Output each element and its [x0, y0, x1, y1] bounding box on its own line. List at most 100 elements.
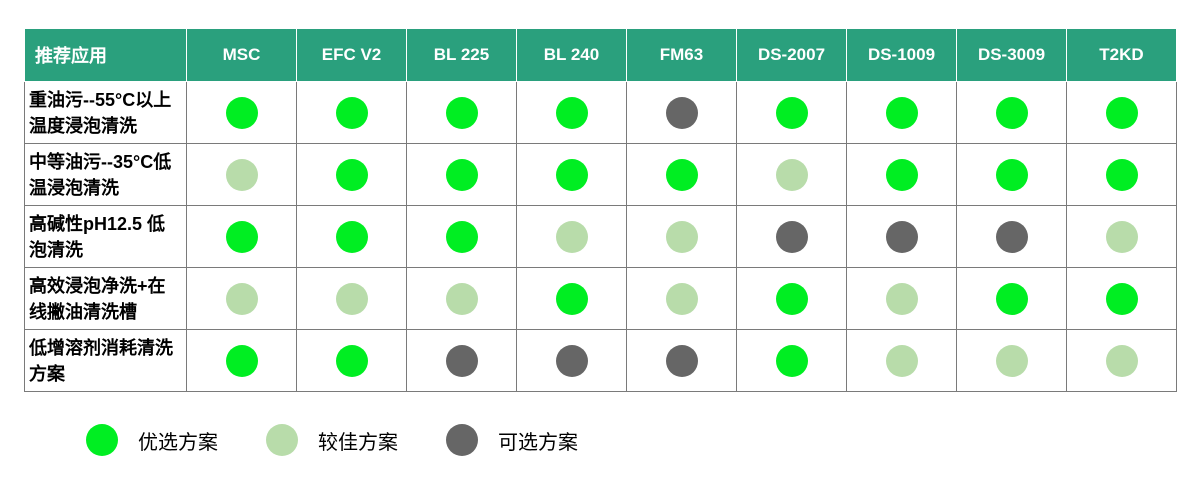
rating-cell	[296, 143, 407, 206]
rating-dot-preferred	[1105, 282, 1138, 315]
rating-cell	[956, 267, 1067, 330]
rating-cell	[1066, 143, 1177, 206]
rating-dot-preferred	[775, 344, 808, 377]
rating-cell	[186, 205, 297, 268]
rating-dot-optional	[445, 344, 478, 377]
rating-cell	[846, 143, 957, 206]
legend-label: 较佳方案	[318, 431, 398, 454]
legend: 优选方案 较佳方案 可选方案	[86, 424, 626, 456]
rating-cell	[1066, 205, 1177, 268]
rating-cell	[406, 143, 517, 206]
table-row: 高碱性pH12.5 低泡清洗	[24, 205, 1177, 268]
rating-dot-better	[775, 158, 808, 191]
rating-cell	[956, 205, 1067, 268]
rating-cell	[516, 143, 627, 206]
table-row: 中等油污--35°C低温浸泡清洗	[24, 143, 1177, 206]
rating-cell	[736, 205, 847, 268]
rating-cell	[626, 143, 737, 206]
legend-dot-better	[266, 424, 298, 456]
row-label: 重油污--55°C以上温度浸泡清洗	[24, 81, 187, 144]
rating-dot-better	[335, 282, 368, 315]
rating-cell	[1066, 329, 1177, 392]
rating-cell	[516, 205, 627, 268]
rating-dot-optional	[555, 344, 588, 377]
rating-dot-better	[225, 282, 258, 315]
table-row: 低增溶剂消耗清洗方案	[24, 329, 1177, 392]
rating-dot-preferred	[995, 158, 1028, 191]
rating-cell	[296, 329, 407, 392]
rating-dot-better	[1105, 344, 1138, 377]
rating-cell	[186, 329, 297, 392]
rating-cell	[516, 329, 627, 392]
table-row: 重油污--55°C以上温度浸泡清洗	[24, 81, 1177, 144]
rating-dot-preferred	[1105, 158, 1138, 191]
rating-cell	[956, 81, 1067, 144]
rating-dot-preferred	[445, 220, 478, 253]
rating-dot-better	[995, 344, 1028, 377]
rating-cell	[626, 267, 737, 330]
rating-dot-optional	[775, 220, 808, 253]
rating-cell	[1066, 267, 1177, 330]
rating-cell	[846, 267, 957, 330]
rating-dot-better	[555, 220, 588, 253]
rating-dot-preferred	[555, 282, 588, 315]
column-header: MSC	[186, 28, 297, 82]
rating-cell	[736, 267, 847, 330]
rating-cell	[626, 205, 737, 268]
rating-cell	[846, 329, 957, 392]
rating-cell	[296, 81, 407, 144]
rating-dot-preferred	[335, 344, 368, 377]
header-title: 推荐应用	[24, 28, 187, 82]
legend-label: 优选方案	[138, 431, 218, 454]
rating-dot-preferred	[445, 158, 478, 191]
column-header: BL 225	[406, 28, 517, 82]
legend-dot-optional	[446, 424, 478, 456]
rating-cell	[956, 329, 1067, 392]
rating-cell	[296, 267, 407, 330]
column-header: DS-3009	[956, 28, 1067, 82]
rating-dot-preferred	[1105, 96, 1138, 129]
rating-cell	[186, 143, 297, 206]
rating-dot-optional	[665, 344, 698, 377]
legend-item-preferred: 优选方案	[86, 424, 218, 456]
rating-dot-preferred	[885, 158, 918, 191]
rating-dot-preferred	[445, 96, 478, 129]
rating-cell	[406, 205, 517, 268]
rating-cell	[846, 205, 957, 268]
rating-cell	[296, 205, 407, 268]
rating-dot-better	[885, 282, 918, 315]
rating-dot-better	[1105, 220, 1138, 253]
rating-cell	[956, 143, 1067, 206]
column-header: EFC V2	[296, 28, 407, 82]
rating-dot-better	[665, 220, 698, 253]
rating-cell	[736, 81, 847, 144]
rating-cell	[1066, 81, 1177, 144]
row-label: 高碱性pH12.5 低泡清洗	[24, 205, 187, 268]
rating-cell	[186, 81, 297, 144]
rating-cell	[406, 267, 517, 330]
rating-cell	[626, 81, 737, 144]
row-label: 低增溶剂消耗清洗方案	[24, 329, 187, 392]
column-header: T2KD	[1066, 28, 1177, 82]
rating-dot-preferred	[225, 220, 258, 253]
rating-dot-better	[225, 158, 258, 191]
rating-dot-preferred	[225, 96, 258, 129]
rating-dot-better	[885, 344, 918, 377]
rating-dot-preferred	[995, 96, 1028, 129]
header-row: 推荐应用 MSC EFC V2 BL 225 BL 240 FM63 DS-2007 DS-…	[24, 28, 1177, 82]
column-header: DS-2007	[736, 28, 847, 82]
legend-item-better: 较佳方案	[266, 424, 398, 456]
rating-cell	[736, 143, 847, 206]
rating-dot-preferred	[335, 158, 368, 191]
rating-cell	[186, 267, 297, 330]
rating-cell	[406, 329, 517, 392]
recommendation-table: 推荐应用 MSC EFC V2 BL 225 BL 240 FM63 DS-2007 DS-…	[24, 28, 1177, 392]
row-label: 中等油污--35°C低温浸泡清洗	[24, 143, 187, 206]
rating-dot-optional	[995, 220, 1028, 253]
row-label: 高效浸泡净洗+在线撇油清洗槽	[24, 267, 187, 330]
rating-dot-preferred	[335, 96, 368, 129]
table-body: 重油污--55°C以上温度浸泡清洗 中等油污--35°C低温浸泡清洗 高碱性pH12…	[24, 81, 1177, 392]
table-row: 高效浸泡净洗+在线撇油清洗槽	[24, 267, 1177, 330]
rating-dot-preferred	[225, 344, 258, 377]
rating-dot-preferred	[775, 96, 808, 129]
